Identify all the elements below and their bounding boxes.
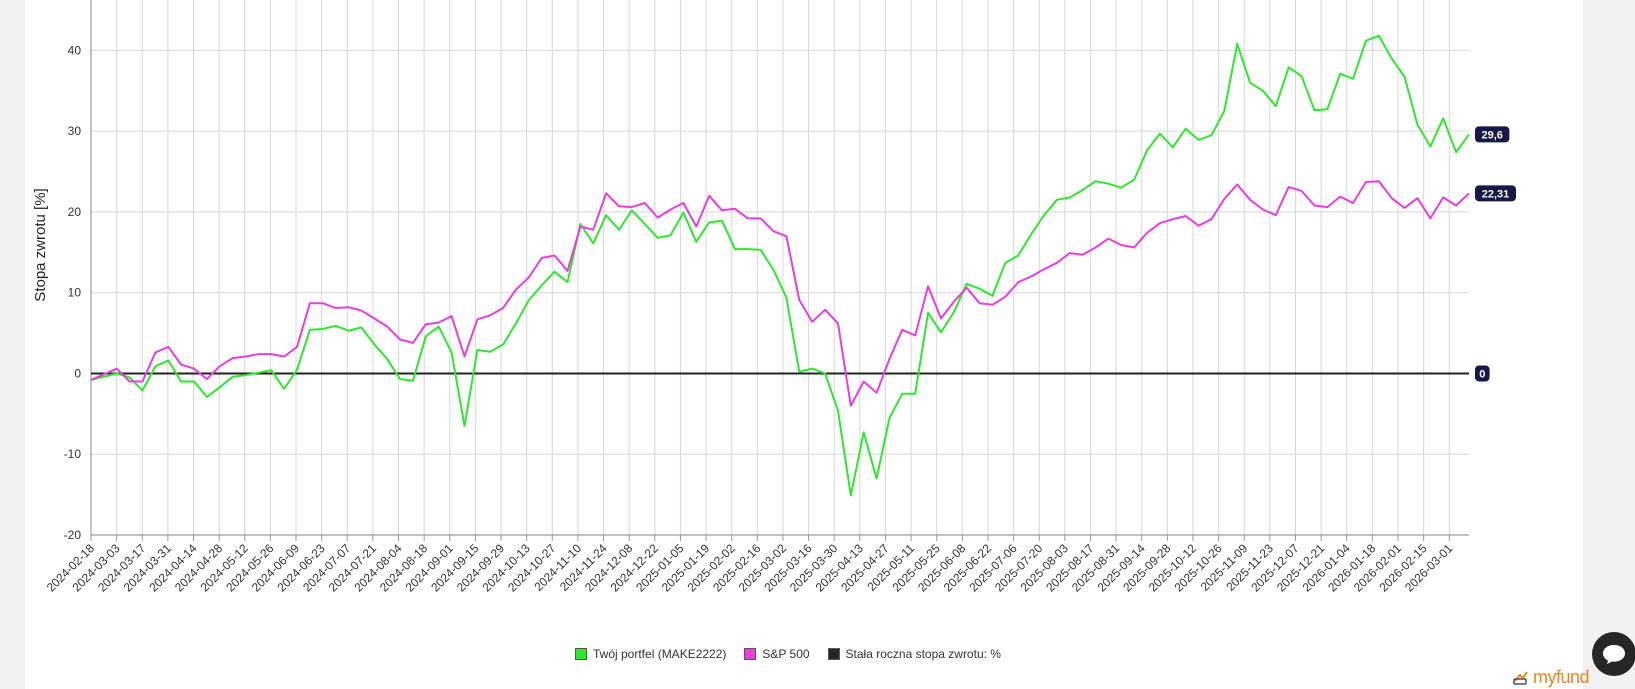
y-tick-label: 0 — [74, 366, 81, 380]
y-tick-label: 30 — [68, 124, 82, 138]
end-label-baseline: 0 — [1475, 365, 1490, 382]
y-tick-label: -10 — [64, 447, 82, 461]
legend-swatch — [744, 648, 757, 660]
end-labels: 29,6 22,31 0 — [1475, 126, 1516, 382]
myfund-logo-icon — [1513, 671, 1528, 685]
end-label-series-1-box — [1475, 185, 1516, 202]
end-label-series-0: 29,6 — [1475, 126, 1510, 143]
legend-swatch — [827, 648, 840, 660]
chart-card: -20 -10 0 10 20 30 40 2024-02-18 2024-03-03 2024-… — [25, 0, 1590, 689]
myfund-logo[interactable]: myfund — [1513, 666, 1590, 688]
y-tick-label: 40 — [68, 43, 82, 57]
legend-item-2[interactable]: Stała roczna stopa zwrotu: % — [827, 647, 1001, 661]
series-line-0[interactable] — [90, 34, 1470, 497]
y-tick-label: 20 — [68, 205, 82, 219]
legend-label: Twój portfel (MAKE2222) — [593, 647, 727, 661]
legend-item-1[interactable]: S&P 500 — [744, 647, 810, 661]
legend: Twój portfel (MAKE2222) S&P 500 Stała rocz… — [575, 646, 1019, 662]
chat-button[interactable] — [1592, 632, 1635, 676]
legend-label: S&P 500 — [762, 647, 810, 661]
end-label-baseline-text: 0 — [1479, 368, 1485, 380]
legend-label: Stała roczna stopa zwrotu: % — [845, 647, 1001, 661]
end-label-series-0-text: 29,6 — [1481, 129, 1502, 141]
line-chart: -20-100102030402024-02-182024-03-032024-… — [32, 0, 1516, 595]
end-label-series-0-box — [1475, 126, 1510, 143]
legend-item-0[interactable]: Twój portfel (MAKE2222) — [575, 647, 726, 661]
chat-bubble-icon — [1603, 645, 1625, 664]
y-tick-label: 10 — [68, 286, 82, 300]
series-lines — [90, 34, 1470, 497]
grid — [90, 0, 1469, 536]
end-label-baseline-box — [1475, 365, 1490, 382]
axes: -20-100102030402024-02-182024-03-032024-… — [44, 0, 1469, 595]
end-label-series-1: 22,31 — [1475, 185, 1516, 202]
end-label-series-1-text: 22,31 — [1482, 188, 1510, 200]
y-tick-label: -20 — [64, 528, 82, 542]
series-line-1[interactable] — [90, 180, 1470, 407]
y-axis-label: Stopa zwrotu [%] — [32, 188, 49, 301]
legend-swatch — [575, 648, 587, 660]
logo-text: myfund — [1533, 666, 1590, 687]
